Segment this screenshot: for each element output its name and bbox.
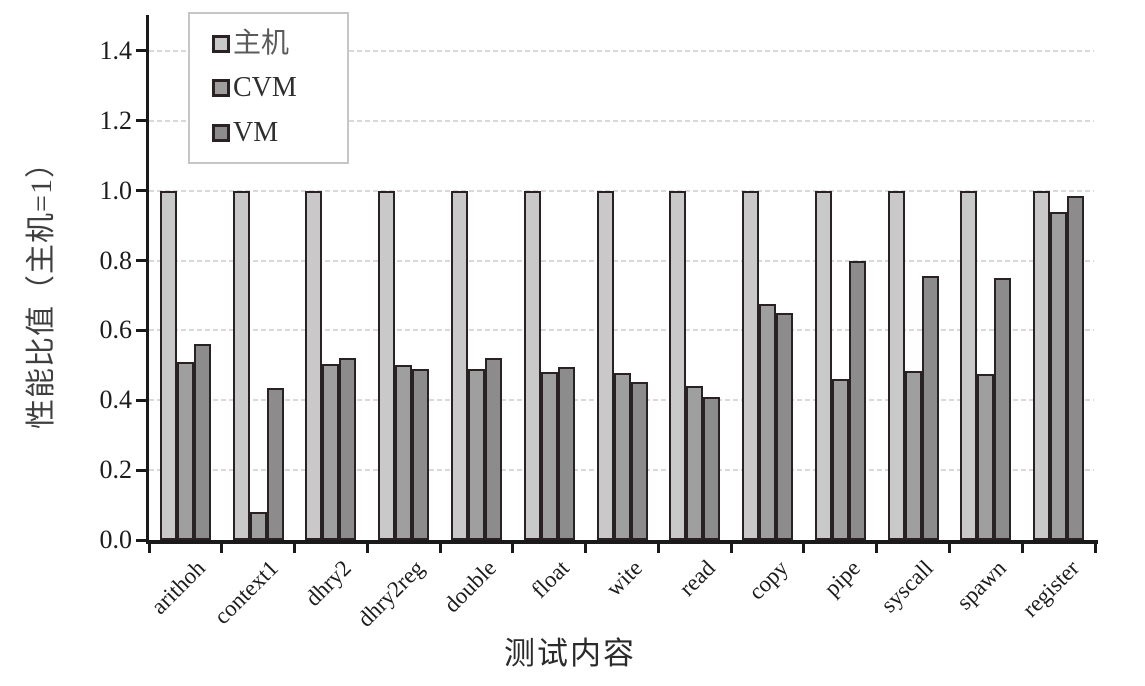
x-tick — [438, 540, 442, 553]
bar-主机-double — [450, 191, 468, 540]
y-tick — [136, 119, 148, 123]
bar-CVM-float — [540, 372, 558, 540]
plot-area — [149, 16, 1095, 540]
bar-VM-spawn — [994, 278, 1012, 540]
legend-item-vm: VM — [212, 116, 347, 148]
bar-主机-wite — [596, 191, 614, 540]
x-axis-line — [146, 540, 1098, 544]
y-tick — [136, 468, 148, 472]
y-tick-label: 0.4 — [99, 385, 133, 415]
bar-CVM-spawn — [977, 374, 995, 540]
y-tick-label: 1.2 — [99, 105, 133, 135]
y-tick-label: 0.2 — [99, 455, 133, 485]
y-tick — [136, 189, 148, 193]
gridline — [149, 259, 1094, 262]
y-tick-label: 0.6 — [99, 315, 133, 345]
bar-VM-read — [703, 397, 721, 540]
bar-CVM-arithoh — [176, 362, 194, 540]
x-tick — [147, 540, 151, 553]
bar-主机-arithoh — [159, 191, 177, 540]
bar-CVM-dhry2 — [322, 364, 340, 540]
bar-主机-copy — [742, 191, 760, 540]
x-tick — [1020, 540, 1024, 553]
bar-VM-syscall — [921, 276, 939, 540]
x-tick — [220, 540, 224, 553]
bar-VM-pipe — [848, 261, 866, 540]
y-tick — [136, 259, 148, 263]
x-tick — [1093, 540, 1097, 553]
x-tick — [729, 540, 733, 553]
bar-主机-read — [669, 191, 687, 540]
bar-VM-wite — [630, 382, 648, 540]
gridline — [149, 119, 1094, 122]
y-tick — [136, 328, 148, 332]
gridline — [149, 329, 1094, 332]
y-tick — [136, 398, 148, 402]
y-tick-label: 0.0 — [99, 525, 133, 554]
bar-主机-spawn — [960, 191, 978, 540]
gridline — [149, 189, 1094, 192]
bar-VM-dhry2 — [339, 358, 357, 540]
bar-主机-context1 — [232, 191, 250, 540]
bar-主机-syscall — [887, 191, 905, 540]
x-axis-title: 测试内容 — [504, 636, 636, 671]
legend: 主机 CVM VM — [188, 12, 349, 164]
bar-CVM-pipe — [831, 379, 849, 540]
legend-label-host: 主机 — [233, 27, 290, 59]
legend-swatch-vm — [212, 123, 230, 142]
legend-item-host: 主机 — [212, 27, 347, 59]
y-axis-title: 性能比值（主机=1） — [25, 147, 58, 429]
x-tick — [365, 540, 369, 553]
bar-VM-copy — [776, 313, 794, 540]
legend-swatch-host — [212, 34, 230, 53]
y-tick-label: 0.8 — [99, 245, 133, 275]
x-tick — [656, 540, 660, 553]
bar-CVM-register — [1050, 212, 1068, 540]
legend-label-vm: VM — [233, 116, 279, 148]
y-tick — [136, 49, 148, 53]
x-tick — [802, 540, 806, 553]
y-tick — [136, 538, 148, 542]
bar-主机-float — [523, 191, 541, 540]
legend-item-cvm: CVM — [212, 73, 347, 103]
bar-CVM-copy — [759, 304, 777, 540]
bar-VM-arithoh — [193, 344, 211, 540]
bar-CVM-wite — [613, 373, 631, 540]
bar-主机-dhry2reg — [378, 191, 396, 540]
bar-VM-double — [484, 358, 502, 540]
bar-CVM-context1 — [249, 512, 267, 540]
y-axis-line — [146, 15, 149, 544]
x-tick — [947, 540, 951, 553]
gridline — [149, 49, 1094, 52]
bar-VM-float — [557, 367, 575, 540]
bar-CVM-read — [686, 386, 704, 540]
x-tick — [584, 540, 588, 553]
legend-swatch-cvm — [212, 79, 230, 97]
bar-CVM-dhry2reg — [395, 365, 413, 540]
bar-主机-register — [1033, 191, 1051, 540]
bar-VM-context1 — [266, 388, 284, 540]
y-tick-label: 1.4 — [99, 35, 133, 65]
x-tick — [511, 540, 515, 553]
bar-VM-register — [1067, 196, 1085, 540]
x-tick — [293, 540, 297, 553]
x-tick — [875, 540, 879, 553]
bar-VM-dhry2reg — [412, 369, 430, 540]
legend-label-cvm: CVM — [233, 72, 297, 103]
bar-主机-dhry2 — [305, 191, 323, 540]
bar-主机-pipe — [814, 191, 832, 540]
bar-CVM-syscall — [904, 371, 922, 540]
y-tick-label: 1.0 — [99, 175, 133, 205]
bar-CVM-double — [467, 369, 485, 540]
